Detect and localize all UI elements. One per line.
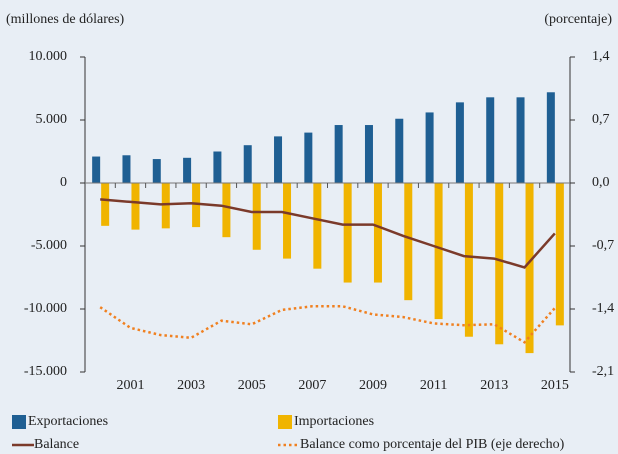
- y2-tick-label: -1,4: [592, 301, 614, 316]
- legend-label: Importaciones: [294, 414, 374, 429]
- y-tick-label: 5.000: [36, 112, 68, 127]
- bar: [425, 112, 434, 183]
- line-series: [100, 198, 556, 269]
- bar: [101, 183, 110, 226]
- bar: [161, 183, 170, 229]
- x-tick-label: 2015: [541, 378, 569, 393]
- bar: [464, 183, 473, 337]
- bar: [546, 92, 555, 183]
- bar: [343, 183, 352, 283]
- bar: [183, 157, 192, 183]
- bar: [252, 183, 261, 250]
- bar: [213, 151, 222, 183]
- y2-tick-label: 0,0: [592, 175, 610, 190]
- x-tick-label: 2001: [116, 378, 144, 393]
- bar: [404, 183, 413, 301]
- x-tick-label: 2011: [420, 378, 447, 393]
- y2-tick-label: 0,7: [592, 112, 610, 127]
- legend-label: Balance: [34, 437, 79, 452]
- bar: [313, 183, 322, 269]
- x-tick-label: 2009: [359, 378, 387, 393]
- bar: [395, 118, 404, 183]
- bar: [92, 156, 101, 183]
- bar: [334, 125, 343, 183]
- bar: [373, 183, 382, 283]
- bar: [192, 183, 201, 228]
- y-tick-label: -10.000: [24, 301, 67, 316]
- line-series: [99, 305, 556, 344]
- y2-tick-label: -2,1: [592, 364, 614, 379]
- y2-tick-label: -0,7: [592, 238, 614, 253]
- legend-swatch: [12, 415, 26, 429]
- bar: [274, 136, 283, 183]
- y-tick-label: -15.000: [24, 364, 67, 379]
- bar: [486, 97, 495, 183]
- y-tick-label: 10.000: [29, 49, 68, 64]
- bar: [434, 183, 443, 320]
- bar: [455, 102, 464, 183]
- x-tick-label: 2007: [298, 378, 326, 393]
- legend-swatch: [278, 415, 292, 429]
- x-tick-label: 2013: [480, 378, 508, 393]
- bar: [283, 183, 292, 259]
- bar: [555, 183, 564, 326]
- y-tick-label: 0: [60, 175, 67, 190]
- bar: [364, 125, 373, 183]
- x-tick-label: 2005: [238, 378, 266, 393]
- y2-axis-title: (porcentaje): [544, 12, 612, 27]
- y-axis-title: (millones de dólares): [6, 12, 125, 27]
- bar: [495, 183, 504, 345]
- legend-label: Balance como porcentaje del PIB (eje der…: [300, 437, 565, 452]
- bar: [131, 183, 140, 230]
- bar: [525, 183, 534, 354]
- x-tick-label: 2003: [177, 378, 205, 393]
- bar: [222, 183, 231, 238]
- bar: [243, 145, 252, 183]
- bar: [152, 159, 161, 183]
- y2-tick-label: 1,4: [592, 49, 610, 64]
- bar: [122, 155, 131, 183]
- legend-label: Exportaciones: [28, 414, 108, 429]
- bar: [304, 132, 313, 183]
- y-tick-label: -5.000: [31, 238, 67, 253]
- bar: [516, 97, 525, 183]
